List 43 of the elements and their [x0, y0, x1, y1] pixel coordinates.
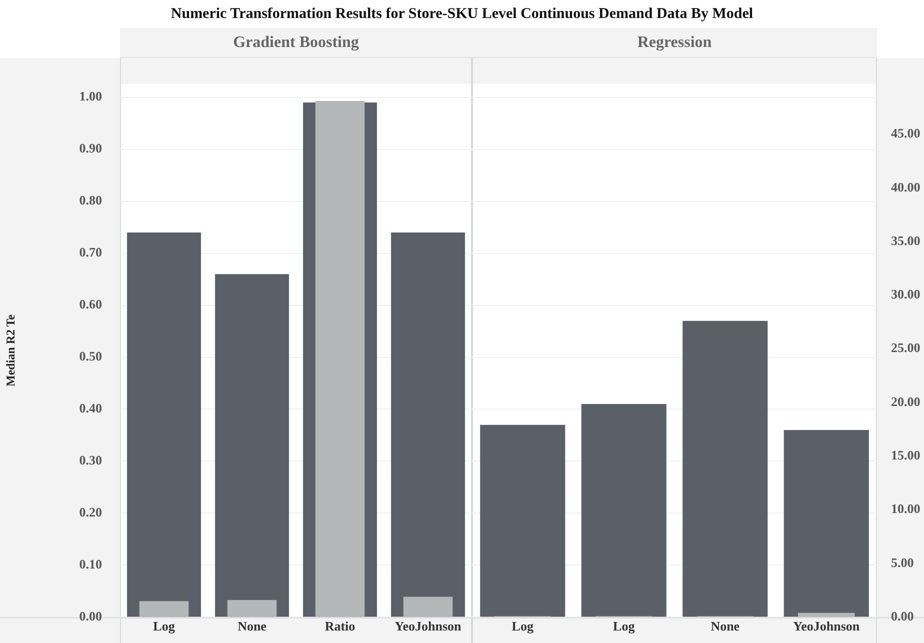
- y2-tick-label: 20.00: [891, 394, 920, 409]
- bar: [215, 274, 289, 617]
- y-tick-label: 0.40: [79, 400, 102, 416]
- y-tick-label: 0.90: [79, 140, 102, 156]
- y2-tick-label: 45.00: [891, 126, 920, 141]
- x-tick-label: Log: [512, 618, 534, 634]
- x-tick-label: Ratio: [324, 618, 356, 634]
- chart-subtitle: Gradient Boosting: [120, 28, 472, 58]
- y-tick-label: 0.70: [79, 244, 102, 260]
- y-tick-label: 0.00: [79, 608, 102, 624]
- chart-subtitle: Regression: [472, 28, 877, 58]
- chart-title: Numeric Transformation Results for Store-SKU Level Continuous Demand Data By Model: [170, 6, 754, 23]
- bar: [403, 596, 453, 618]
- x-tick-label: None: [710, 618, 740, 634]
- y2-tick-label: 40.00: [891, 179, 920, 194]
- y-tick-label: 1.00: [79, 88, 102, 104]
- y-axis-title: Median R2 Te: [3, 314, 18, 387]
- y-tick-label: 0.10: [79, 556, 102, 572]
- bar: [784, 430, 869, 617]
- x-tick-label: YeoJohnson: [394, 618, 462, 634]
- y-tick-label: 0.20: [79, 504, 102, 520]
- y-tick-label: 0.30: [79, 452, 102, 468]
- bar: [682, 320, 768, 617]
- y2-tick-label: 5.00: [891, 554, 914, 570]
- bar: [227, 600, 277, 618]
- bar: [581, 404, 666, 617]
- x-tick-label: Log: [613, 618, 636, 634]
- y2-tick-label: 0.00: [891, 608, 914, 624]
- y2-tick-label: 10.00: [891, 501, 920, 516]
- bar: [391, 232, 465, 617]
- y-tick-label: 0.50: [79, 348, 102, 364]
- y2-tick-label: 15.00: [891, 448, 920, 463]
- y2-tick-label: 30.00: [891, 286, 920, 302]
- x-tick-label: Log: [153, 618, 176, 634]
- y2-tick-label: 25.00: [891, 340, 920, 356]
- bar: [139, 601, 189, 618]
- x-tick-label: YeoJohnson: [793, 618, 860, 634]
- x-tick-label: None: [238, 618, 267, 634]
- y-tick-label: 0.80: [79, 192, 102, 208]
- y-tick-label: 0.60: [79, 296, 102, 312]
- bar: [127, 232, 201, 617]
- y2-tick-label: 35.00: [891, 232, 920, 248]
- bar: [480, 424, 566, 617]
